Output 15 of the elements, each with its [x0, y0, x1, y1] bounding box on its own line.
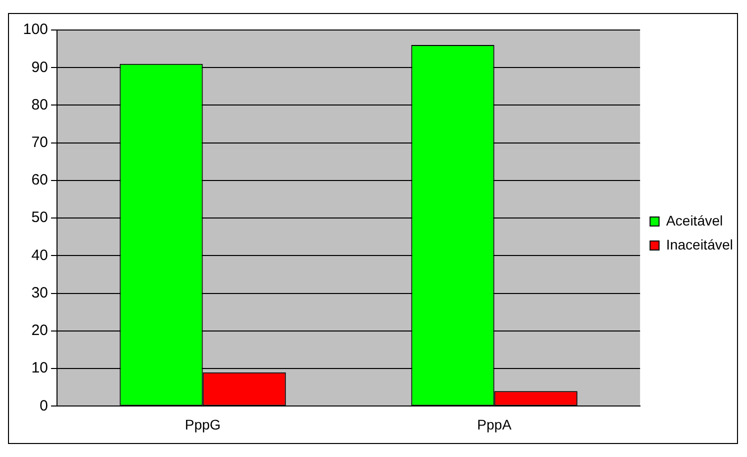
- y-tick-label: 70: [31, 134, 48, 151]
- legend-label: Inaceitável: [666, 236, 734, 252]
- y-tick-label: 40: [31, 246, 48, 264]
- y-tick-label: 80: [31, 96, 48, 114]
- y-tick-label: 0: [40, 397, 48, 414]
- y-tick-label: 30: [31, 284, 48, 302]
- y-tick-label: 10: [31, 360, 48, 377]
- y-tick-label: 20: [31, 322, 48, 340]
- legend-label: Aceitável: [666, 212, 723, 228]
- y-tick-label: 50: [31, 209, 48, 226]
- x-tick-label: PppG: [184, 416, 221, 432]
- x-tick-label: PppA: [477, 416, 512, 432]
- y-tick-label: 90: [31, 58, 48, 76]
- y-tick-label: 100: [22, 21, 48, 38]
- y-tick-label: 60: [31, 172, 48, 189]
